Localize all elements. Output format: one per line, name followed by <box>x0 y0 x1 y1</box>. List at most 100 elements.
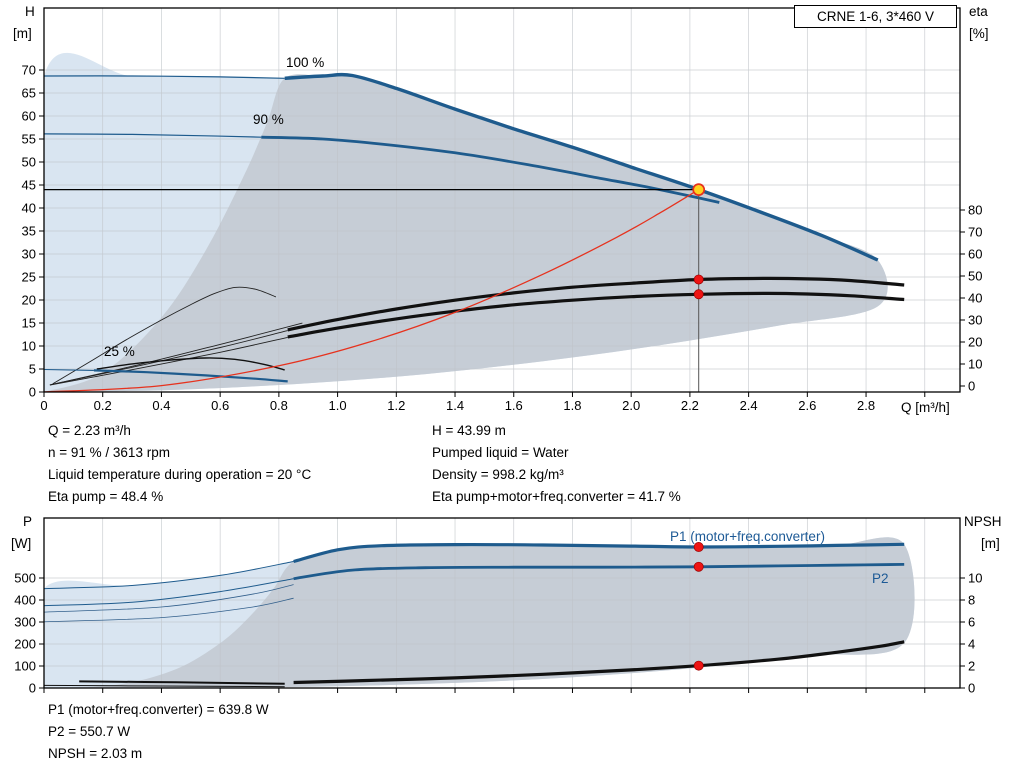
plot-frame <box>43 517 961 689</box>
tick-label: 0.6 <box>211 398 229 413</box>
pump-model-box: CRNE 1-6, 3*460 V <box>794 5 957 28</box>
operating-envelope-gray <box>44 74 888 392</box>
tick-label: 2.8 <box>857 398 875 413</box>
tick-label: 5 <box>29 362 36 377</box>
p1-duty-dot <box>693 542 704 552</box>
eta-total-duty-dot <box>693 289 704 300</box>
p-low-speed-thin <box>44 684 285 688</box>
q-axis-title: Q [m³/h] <box>901 400 950 415</box>
info-line-p1: P1 (motor+freq.converter) = 639.8 W <box>48 702 269 717</box>
axis-ticks <box>39 577 965 693</box>
plot-area <box>44 8 960 392</box>
tick-label: 0.8 <box>270 398 288 413</box>
speed-100-curve-thin <box>44 75 285 79</box>
tick-label: 10 <box>22 339 36 354</box>
axis-tick-labels: 0 100 200 300 400 500 0 2 4 6 8 10 <box>14 571 982 696</box>
speed-90-curve <box>261 135 720 204</box>
tick-label: 2.2 <box>681 398 699 413</box>
p-axis-title: P <box>23 514 33 529</box>
p1-curve <box>293 542 905 564</box>
p2-curve-thin <box>44 578 294 607</box>
info-line-temp: Liquid temperature during operation = 20… <box>48 467 312 482</box>
info-line-n: n = 91 % / 3613 rpm <box>48 445 170 460</box>
info-line-h: H = 43.99 m <box>432 423 506 438</box>
tick-label: 40 <box>22 201 36 216</box>
p-aux-thin-1 <box>44 584 294 613</box>
duty-point-marker <box>692 183 706 196</box>
grid-lines <box>44 518 960 688</box>
tick-label: 1.2 <box>387 398 405 413</box>
tick-label: 2.0 <box>622 398 640 413</box>
tick-label: 70 <box>22 63 36 78</box>
speed-25-curve <box>93 369 288 383</box>
tick-label: 100 <box>14 659 36 674</box>
npsh-duty-dot <box>693 660 704 671</box>
info-line-q: Q = 2.23 m³/h <box>48 423 131 438</box>
speed-100-curve <box>284 72 879 262</box>
affinity-parabola <box>44 189 700 392</box>
tick-label: 6 <box>968 615 975 630</box>
tick-label: 15 <box>22 316 36 331</box>
p2-duty-dot <box>693 561 704 572</box>
eta-axis-title: eta <box>969 4 988 19</box>
h-axis-title: H <box>25 4 35 19</box>
axis-ticks <box>39 69 965 397</box>
eta-arc-low-speed <box>52 286 277 385</box>
p-aux-thin-2 <box>44 597 294 623</box>
grid-lines <box>44 8 960 392</box>
tick-label: 1.8 <box>563 398 581 413</box>
eta-pump-curve <box>287 276 905 332</box>
eta-fan-line-3 <box>49 322 303 386</box>
tick-label: 20 <box>22 293 36 308</box>
tick-label: 8 <box>968 593 975 608</box>
eta-total-curve <box>287 291 905 339</box>
axis-tick-labels: 0 5 10 15 20 25 30 35 40 45 50 55 60 65 70 0 10 20 30 40 50 6… <box>22 63 983 414</box>
tick-label: 55 <box>22 132 36 147</box>
tick-label: 200 <box>14 637 36 652</box>
tick-label: 30 <box>22 247 36 262</box>
tick-label: 300 <box>14 615 36 630</box>
tick-label: 60 <box>968 247 982 262</box>
tick-label: 1.4 <box>446 398 464 413</box>
tick-label: 30 <box>968 313 982 328</box>
info-line-liquid: Pumped liquid = Water <box>432 445 569 460</box>
tick-label: 0 <box>40 398 47 413</box>
tick-label: 60 <box>22 109 36 124</box>
p1-curve-thin <box>44 561 294 590</box>
eta-fan-line-2 <box>49 336 288 386</box>
p-axis-unit: [W] <box>11 536 32 551</box>
h-axis-unit: [m] <box>13 26 32 41</box>
tick-label: 50 <box>968 269 982 284</box>
speed-25-curve-thin <box>44 368 94 371</box>
tick-label: 10 <box>968 357 982 372</box>
speed-25-label: 25 % <box>104 344 135 359</box>
tick-label: 500 <box>14 571 36 586</box>
plot-frame <box>43 7 961 393</box>
tick-label: 400 <box>14 593 36 608</box>
info-line-eta: Eta pump = 48.4 % <box>48 489 164 504</box>
duty-info-left: Q = 2.23 m³/h n = 91 % / 3613 rpm Liquid… <box>48 420 311 508</box>
npsh-curve <box>293 640 905 685</box>
npsh-axis-unit: [m] <box>981 536 1000 551</box>
tick-label: 0.2 <box>94 398 112 413</box>
power-npsh-chart: 0 100 200 300 400 500 0 2 4 6 8 10 <box>14 517 982 696</box>
speed-90-curve-thin <box>44 133 262 138</box>
tick-label: 10 <box>968 571 982 586</box>
speed-25-black-arc <box>96 357 285 371</box>
power-envelope-gray <box>44 537 915 688</box>
info-line-npsh: NPSH = 2.03 m <box>48 746 143 761</box>
tick-label: 40 <box>968 291 982 306</box>
info-line-eta-tot: Eta pump+motor+freq.converter = 41.7 % <box>432 489 681 504</box>
tick-label: 65 <box>22 86 36 101</box>
tick-label: 0 <box>968 379 975 394</box>
tick-label: 0.4 <box>152 398 170 413</box>
tick-label: 4 <box>968 637 975 652</box>
plot-area <box>44 518 960 688</box>
tick-label: 70 <box>968 225 982 240</box>
tick-label: 2.6 <box>798 398 816 413</box>
p2-curve <box>293 563 905 581</box>
tick-label: 0 <box>29 385 36 400</box>
eta-axis-unit: [%] <box>969 26 989 41</box>
